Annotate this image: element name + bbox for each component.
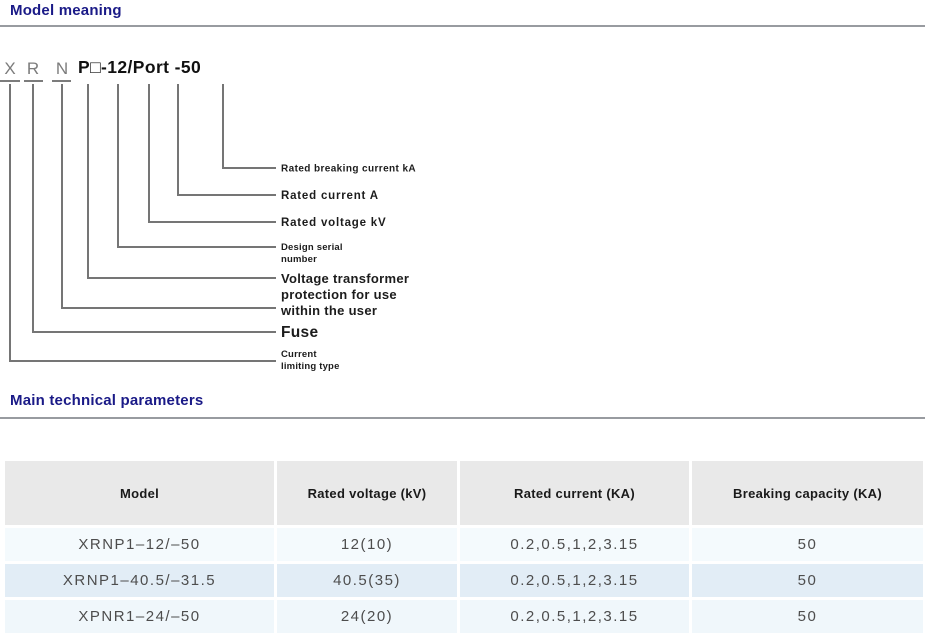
table-cell-rated-voltage: 12(10): [274, 525, 460, 564]
diagram-label-rated-current: Rated current A: [281, 190, 379, 202]
leader-line-vertical: [9, 84, 11, 362]
leader-line-horizontal: [9, 360, 276, 362]
table-cell-model: XRNP1–12/–50: [2, 525, 277, 564]
table-cell-breaking-capacity: 50: [689, 525, 925, 564]
table-header-rated-voltage: Rated voltage (kV): [274, 458, 460, 528]
leader-line-vertical: [222, 84, 224, 169]
table-cell-breaking-capacity: 50: [689, 561, 925, 600]
table-cell-model: XPNR1–24/–50: [2, 597, 277, 636]
model-code-letter: N: [55, 59, 69, 78]
leader-line-horizontal: [117, 246, 276, 248]
letter-underline: [52, 80, 71, 82]
leader-line-horizontal: [148, 221, 276, 223]
leader-line-vertical: [177, 84, 179, 196]
section-heading-model-meaning: Model meaning: [10, 2, 122, 19]
diagram-label-design-serial-number: Design serial number: [281, 242, 343, 265]
table-header-rated-current: Rated current (KA): [457, 458, 692, 528]
model-code-text: P□-12/Port -50: [78, 57, 202, 77]
model-code-letter: R: [26, 59, 40, 78]
section-heading-main-technical-parameters: Main technical parameters: [10, 392, 204, 409]
table-header-breaking-capacity: Breaking capacity (KA): [689, 458, 925, 528]
table-header-model: Model: [2, 458, 277, 528]
diagram-label-fuse: Fuse: [281, 324, 319, 341]
diagram-label-rated-breaking-current: Rated breaking current kA: [281, 163, 417, 175]
section-divider: [0, 25, 925, 27]
leader-line-horizontal: [87, 277, 276, 279]
diagram-label-current-limiting-type: Current limiting type: [281, 349, 340, 372]
leader-line-horizontal: [222, 167, 276, 169]
table-cell-rated-voltage: 24(20): [274, 597, 460, 636]
table-cell-rated-voltage: 40.5(35): [274, 561, 460, 600]
table-cell-model: XRNP1–40.5/–31.5: [2, 561, 277, 600]
diagram-label-rated-voltage: Rated voltage kV: [281, 217, 387, 229]
leader-line-vertical: [61, 84, 63, 309]
section-divider: [0, 417, 925, 419]
letter-underline: [24, 80, 43, 82]
leader-line-vertical: [148, 84, 150, 223]
table-cell-rated-current: 0.2,0.5,1,2,3.15: [457, 597, 692, 636]
model-code-letter: X: [4, 59, 16, 78]
leader-line-vertical: [32, 84, 34, 333]
table-row: XPNR1–24/–50 24(20) 0.2,0.5,1,2,3.15 50: [2, 597, 925, 636]
leader-line-vertical: [87, 84, 89, 279]
leader-line-vertical: [117, 84, 119, 248]
table-row: XRNP1–12/–50 12(10) 0.2,0.5,1,2,3.15 50: [2, 525, 925, 564]
table-cell-rated-current: 0.2,0.5,1,2,3.15: [457, 525, 692, 564]
letter-underline: [0, 80, 20, 82]
leader-line-horizontal: [61, 307, 276, 309]
parameters-table: Model Rated voltage (kV) Rated current (…: [2, 458, 925, 636]
table-header-row: Model Rated voltage (kV) Rated current (…: [2, 458, 925, 528]
table-cell-rated-current: 0.2,0.5,1,2,3.15: [457, 561, 692, 600]
leader-line-horizontal: [32, 331, 276, 333]
table-row: XRNP1–40.5/–31.5 40.5(35) 0.2,0.5,1,2,3.…: [2, 561, 925, 600]
table-cell-breaking-capacity: 50: [689, 597, 925, 636]
leader-line-horizontal: [177, 194, 276, 196]
diagram-label-voltage-transformer-protection: Voltage transformer protection for use w…: [281, 271, 410, 318]
